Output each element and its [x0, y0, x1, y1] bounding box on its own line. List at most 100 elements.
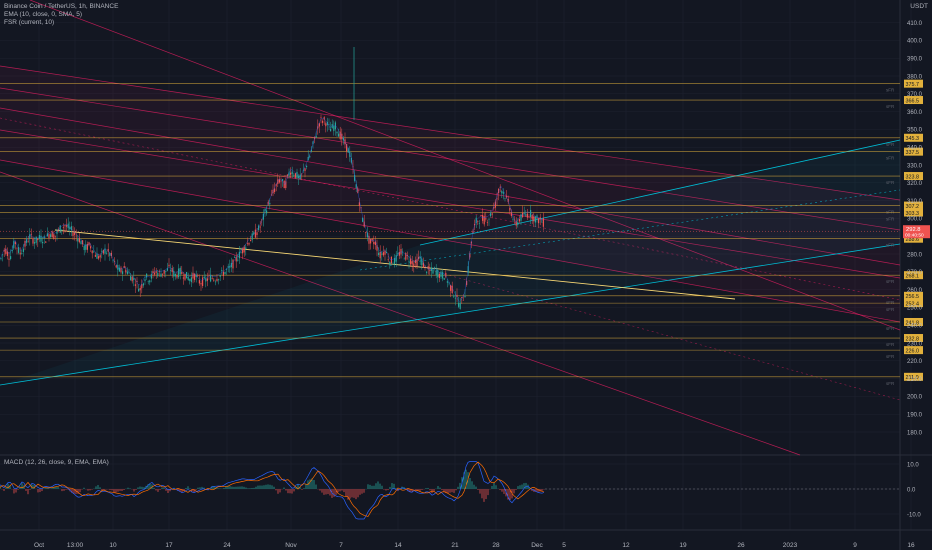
- candle-body: [32, 238, 34, 244]
- macd-histogram-bar: [437, 486, 439, 489]
- macd-histogram-bar: [495, 485, 497, 489]
- y-tick-label: 200.0: [907, 395, 923, 401]
- candle-body: [13, 241, 15, 249]
- macd-histogram-bar: [273, 486, 275, 489]
- candle-body: [22, 248, 24, 252]
- candle-body: [285, 181, 287, 189]
- macd-histogram-bar: [79, 489, 81, 493]
- candle-body: [171, 268, 173, 273]
- macd-histogram-bar: [51, 488, 53, 489]
- current-price-label: 292.8: [906, 227, 921, 233]
- candle-body: [34, 242, 36, 244]
- macd-histogram-bar: [449, 489, 451, 493]
- candle-body: [346, 143, 348, 152]
- channel-line: [0, 171, 801, 456]
- level-tag: sFR: [886, 279, 895, 284]
- candle-body: [117, 264, 119, 270]
- level-tag: sFR: [886, 342, 895, 347]
- level-tag: sFR: [886, 354, 895, 359]
- candle-body: [531, 215, 533, 220]
- candle-body: [354, 175, 356, 181]
- candle-body: [24, 241, 26, 247]
- macd-legend[interactable]: MACD (12, 26, close, 9, EMA, EMA): [4, 459, 109, 466]
- macd-histogram-bar: [283, 487, 285, 489]
- macd-histogram-bar: [105, 489, 107, 490]
- symbol-title[interactable]: Binance Coin / TetherUS, 1h, BINANCE: [4, 3, 119, 10]
- candle-body: [440, 271, 442, 277]
- macd-histogram-bar: [427, 487, 429, 489]
- y-tick-label: 330.0: [907, 163, 923, 169]
- candle-body: [410, 258, 412, 265]
- candle-body: [525, 214, 527, 216]
- x-tick-label: 10: [109, 542, 117, 549]
- channel-midline: [0, 117, 901, 301]
- candle-body: [320, 117, 322, 118]
- price-level-box: [904, 346, 923, 355]
- macd-histogram-bar: [15, 489, 17, 493]
- candle-body: [536, 215, 538, 219]
- macd-histogram-bar: [407, 489, 409, 492]
- macd-histogram-bar: [295, 486, 297, 489]
- candle-body: [496, 198, 498, 200]
- indicator-fsr[interactable]: FSR (current, 10): [4, 19, 55, 26]
- indicator-ema[interactable]: EMA (10, close, 0, SMA, 5): [4, 11, 83, 18]
- macd-histogram-bar: [111, 489, 113, 491]
- candle-body: [274, 188, 276, 192]
- y-tick-label: 400.0: [907, 39, 923, 45]
- y-tick-label: 270.0: [907, 270, 923, 276]
- price-level-label: 366.5: [906, 98, 920, 104]
- macd-histogram-bar: [485, 489, 487, 500]
- candle-body: [310, 149, 312, 152]
- quote-currency: USDT: [910, 3, 928, 10]
- macd-histogram-bar: [507, 489, 509, 500]
- candle-body: [91, 250, 93, 254]
- macd-histogram-bar: [465, 469, 467, 489]
- price-level-label: 226.0: [906, 349, 920, 355]
- candle-body: [478, 223, 480, 224]
- candle-body: [502, 192, 504, 194]
- candle-body: [189, 279, 191, 281]
- channel-line: [419, 139, 901, 246]
- candle-body: [491, 213, 493, 215]
- macd-histogram-bar: [361, 489, 363, 494]
- level-tag: sFR: [886, 142, 895, 147]
- macd-histogram-bar: [293, 489, 295, 492]
- candle-body: [80, 241, 82, 245]
- macd-histogram-bar: [25, 489, 27, 491]
- macd-histogram-bar: [429, 489, 431, 491]
- candle-body: [243, 246, 245, 253]
- x-tick-label: 5: [562, 542, 566, 549]
- candle-body: [269, 202, 271, 205]
- candle-body: [464, 295, 466, 298]
- macd-histogram-bar: [193, 489, 195, 492]
- y-tick-label: 260.0: [907, 288, 923, 294]
- candle-body: [224, 271, 226, 275]
- level-tag: sFR: [886, 307, 895, 312]
- macd-histogram-bar: [63, 489, 65, 491]
- macd-histogram-bar: [57, 486, 59, 489]
- macd-histogram-bar: [537, 489, 539, 492]
- price-level-label: 345.3: [906, 136, 920, 142]
- macd-histogram-bar: [319, 489, 321, 491]
- candle-body: [395, 255, 397, 262]
- candle-body: [485, 218, 487, 220]
- candle-body: [434, 267, 436, 269]
- price-level-box: [904, 299, 923, 308]
- macd-histogram-bar: [393, 483, 395, 489]
- candle-body: [454, 297, 456, 299]
- candle-body: [186, 272, 188, 279]
- macd-histogram-bar: [99, 487, 101, 489]
- macd-histogram-bar: [327, 489, 329, 495]
- candle-body: [315, 136, 317, 138]
- candle-body: [250, 240, 252, 242]
- macd-histogram-bar: [253, 487, 255, 489]
- y-tick-label: 350.0: [907, 128, 923, 134]
- macd-histogram-bar: [355, 489, 357, 500]
- candle-body: [504, 198, 506, 199]
- candle-body: [405, 252, 407, 260]
- macd-histogram-bar: [197, 487, 199, 489]
- y-tick-label: 310.0: [907, 199, 923, 205]
- candle-body: [56, 231, 58, 234]
- candle-body: [437, 270, 439, 278]
